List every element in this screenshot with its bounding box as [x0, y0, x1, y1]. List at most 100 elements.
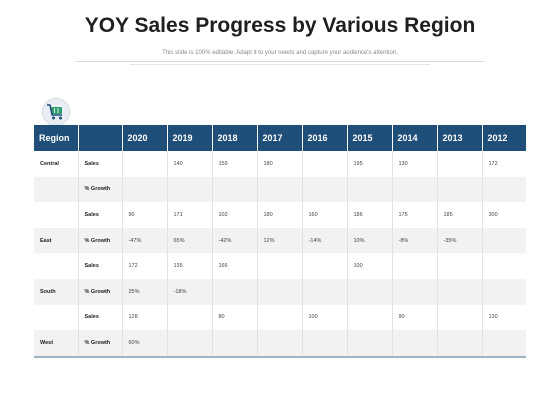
- value-cell: 100: [302, 304, 348, 331]
- value-cell: [167, 330, 213, 358]
- column-header-year: 2020: [122, 125, 168, 151]
- value-cell: [302, 176, 348, 203]
- value-cell: 102: [212, 202, 258, 228]
- value-cell: [347, 330, 393, 358]
- column-header-year: 2012: [482, 125, 526, 151]
- value-cell: [347, 176, 393, 203]
- column-header-year: 2013: [437, 125, 483, 151]
- metric-cell: Sales: [78, 151, 123, 177]
- value-cell: [482, 253, 526, 279]
- value-cell: 186: [347, 202, 393, 228]
- value-cell: 135: [167, 253, 213, 279]
- value-cell: [482, 176, 526, 203]
- value-cell: 130: [392, 151, 438, 177]
- value-cell: [347, 278, 393, 305]
- value-cell: [392, 278, 438, 305]
- value-cell: [257, 330, 303, 358]
- value-cell: 300: [488, 211, 498, 218]
- table-row: % Growth: [34, 176, 526, 203]
- value-cell: 90: [392, 304, 438, 331]
- value-cell: 172: [488, 160, 498, 167]
- value-cell: [212, 330, 258, 358]
- value-cell: 166: [212, 253, 258, 279]
- table-row: Sales 90 171 102 180 160 186 175 185 300: [34, 202, 526, 228]
- value-cell: -42%: [212, 227, 258, 254]
- value-cell: 12%: [257, 227, 303, 254]
- value-cell: 175: [392, 202, 438, 228]
- value-cell: 195: [347, 151, 393, 177]
- region-cell: Central: [34, 151, 79, 177]
- table-row: South% Growth 25% -18%: [34, 278, 526, 305]
- table-row: Central Sales 140 156 180 195 130 172: [34, 151, 526, 177]
- sales-progress-table: Region 2020 2019 2018 2017 2016 2015 2014 2013 20…: [34, 125, 526, 358]
- value-cell: [437, 304, 483, 331]
- value-cell: 156: [212, 151, 258, 177]
- title-divider: [75, 61, 485, 62]
- slide-subtitle: This slide is 100% editable. Adapt it to…: [162, 50, 398, 56]
- metric-cell: % Growth: [78, 227, 123, 254]
- region-cell: West: [34, 330, 79, 358]
- metric-cell: % Growth: [78, 176, 123, 203]
- value-cell: 10%: [347, 227, 393, 254]
- value-cell: 171: [167, 202, 213, 228]
- value-cell: [257, 278, 303, 305]
- table-row: Sales 172 135 166 100: [34, 253, 526, 279]
- value-cell: [257, 176, 303, 203]
- value-cell: 130: [488, 314, 498, 321]
- value-cell: [437, 278, 483, 305]
- table-row: West% Growth 60%: [34, 330, 526, 358]
- value-cell: [302, 278, 348, 305]
- column-header-year: 2017: [257, 125, 303, 151]
- value-cell: [347, 304, 393, 331]
- column-header-year: 2019: [167, 125, 213, 151]
- value-cell: -35%: [437, 227, 483, 254]
- column-header-year: 2016: [302, 125, 348, 151]
- region-cell: [34, 176, 79, 203]
- value-cell: [392, 253, 438, 279]
- value-cell: [167, 176, 213, 203]
- value-cell: 160: [302, 202, 348, 228]
- column-header-year: 2014: [392, 125, 438, 151]
- metric-cell: Sales: [78, 202, 123, 228]
- value-cell: [437, 176, 483, 203]
- region-cell: South: [34, 278, 79, 305]
- value-cell: [437, 253, 483, 279]
- shopping-cart-icon: [42, 98, 70, 126]
- value-cell: [482, 278, 526, 305]
- value-cell: -14%: [302, 227, 348, 254]
- metric-cell: % Growth: [78, 330, 123, 358]
- value-cell: [167, 304, 213, 331]
- value-cell: [482, 330, 526, 358]
- value-cell: 90: [122, 202, 168, 228]
- value-cell: [437, 330, 483, 358]
- region-cell: [34, 304, 79, 331]
- table-row: Sales 128 80 100 90 130: [34, 304, 526, 331]
- metric-cell: Sales: [78, 253, 123, 279]
- value-cell: [212, 176, 258, 203]
- value-cell: [302, 151, 348, 177]
- column-header-metric: [78, 125, 123, 151]
- value-cell: 128: [122, 304, 168, 331]
- value-cell: [302, 330, 348, 358]
- table-header-row: Region 2020 2019 2018 2017 2016 2015 2014 2013 20…: [34, 125, 526, 151]
- metric-cell: % Growth: [78, 278, 123, 305]
- value-cell: [212, 278, 258, 305]
- value-cell: 100: [347, 253, 393, 279]
- value-cell: [392, 330, 438, 358]
- value-cell: 185: [437, 202, 483, 228]
- value-cell: [437, 151, 483, 177]
- region-cell: [34, 202, 79, 228]
- value-cell: 180: [257, 151, 303, 177]
- title-divider-secondary: [130, 64, 430, 65]
- value-cell: [122, 151, 168, 177]
- column-header-year: 2015: [347, 125, 393, 151]
- value-cell: 180: [257, 202, 303, 228]
- region-cell: [34, 253, 79, 279]
- region-cell: East: [34, 227, 79, 254]
- value-cell: 172: [122, 253, 168, 279]
- value-cell: 65%: [167, 227, 213, 254]
- value-cell: [257, 253, 303, 279]
- value-cell: [257, 304, 303, 331]
- value-cell: -18%: [167, 278, 213, 305]
- slide-title: YOY Sales Progress by Various Region: [84, 14, 476, 37]
